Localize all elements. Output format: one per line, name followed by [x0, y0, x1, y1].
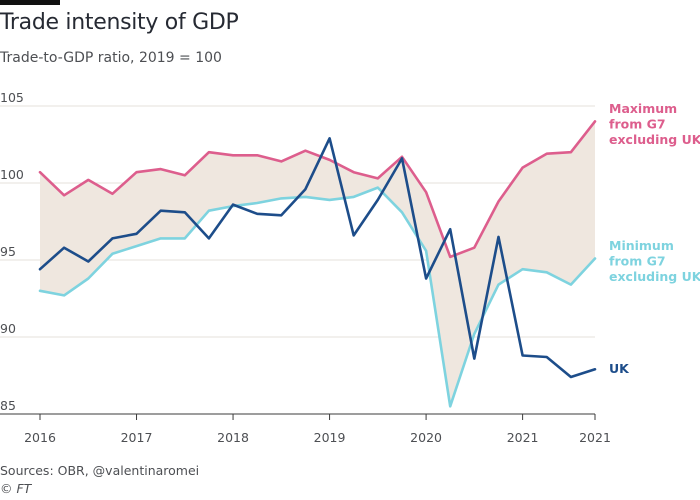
series-label-1-line-1: from G7	[609, 254, 666, 269]
series-label-0-line-2: excluding UK	[609, 132, 700, 147]
series-line-maximum	[38, 120, 597, 259]
x-tick-label-6: 2021	[579, 430, 611, 445]
series-line-minimum	[38, 186, 597, 408]
credit-note: © FT	[0, 481, 32, 496]
ft-header-bar	[0, 0, 60, 5]
max-min-band	[40, 121, 595, 407]
y-tick-label-95: 95	[0, 244, 16, 259]
x-tick-label-2: 2018	[217, 430, 249, 445]
y-tick-label-105: 105	[0, 90, 24, 105]
series-label-1-line-0: Minimum	[609, 238, 674, 253]
x-tick-label-5: 2021	[507, 430, 539, 445]
chart-subtitle: Trade-to-GDP ratio, 2019 = 100	[0, 50, 222, 66]
x-tick-label-3: 2019	[314, 430, 346, 445]
x-tick-label-1: 2017	[121, 430, 153, 445]
y-tick-label-85: 85	[0, 398, 16, 413]
source-note: Sources: OBR, @valentinaromei	[0, 463, 200, 478]
x-tick-label-4: 2020	[410, 430, 442, 445]
series-label-1-line-2: excluding UK	[609, 269, 700, 284]
chart-title: Trade intensity of GDP	[0, 10, 239, 35]
y-tick-label-90: 90	[0, 321, 16, 336]
series-line-uk	[38, 137, 597, 379]
series-label-0-line-1: from G7	[609, 117, 666, 132]
series-label-0-line-0: Maximum	[609, 101, 677, 116]
series-label-2-line-0: UK	[609, 361, 630, 376]
y-tick-label-100: 100	[0, 167, 24, 182]
x-tick-label-0: 2016	[24, 430, 56, 445]
